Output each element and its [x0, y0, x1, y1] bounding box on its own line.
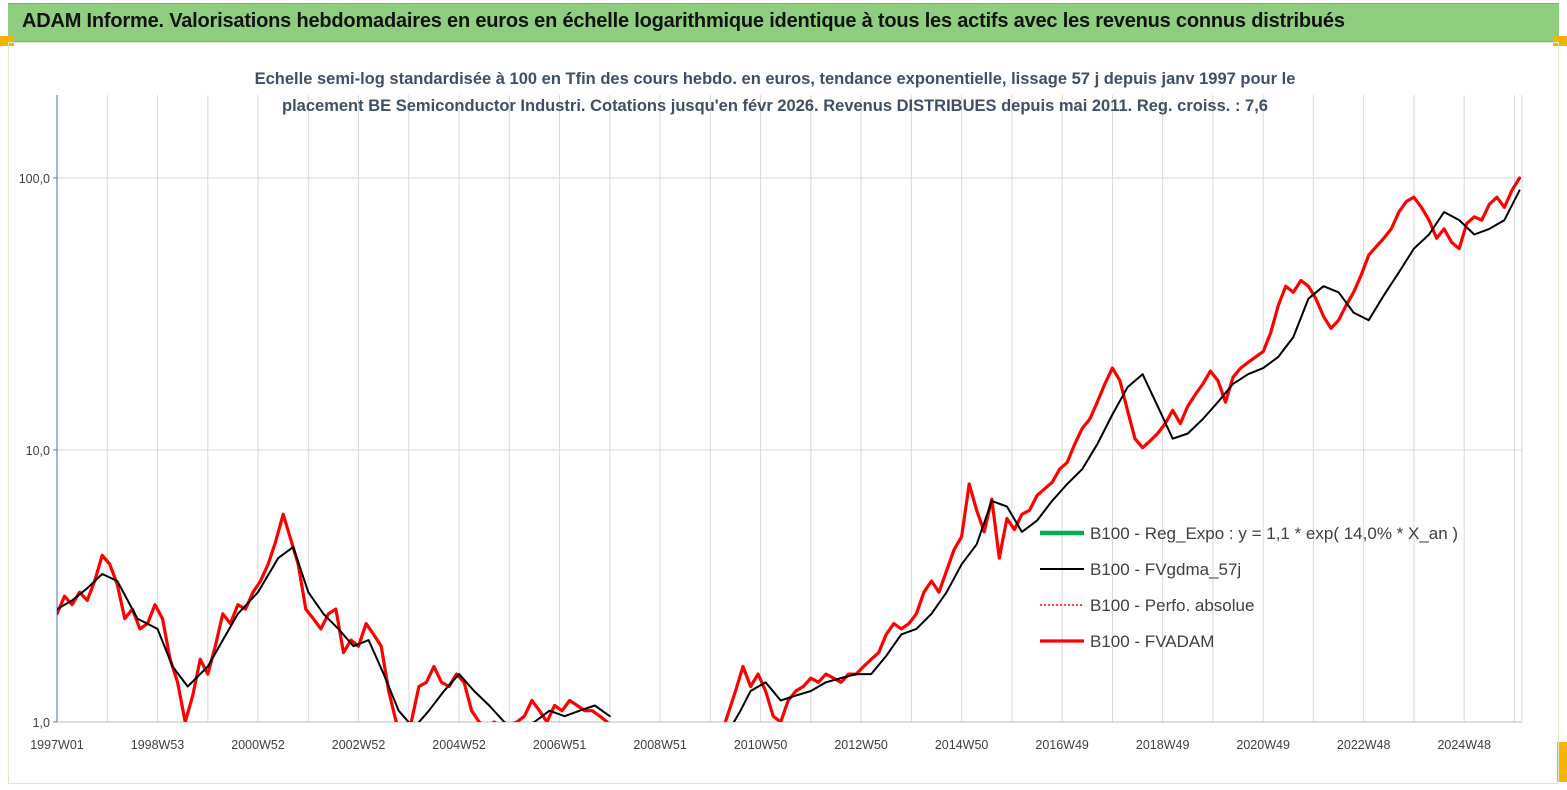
x-tick-label: 2016W49 — [1035, 738, 1089, 752]
corner-marker-top-right — [1553, 36, 1567, 46]
y-tick-labels: 1,0 10,0 100,0 — [19, 172, 57, 730]
x-tick-label: 2024W48 — [1437, 738, 1491, 752]
chart-subtitle-line-1: Echelle semi-log standardisée à 100 en T… — [254, 70, 1296, 88]
x-tick-label: 2010W50 — [734, 738, 788, 752]
x-tick-label: 2014W50 — [935, 738, 989, 752]
x-tick-label: 2020W49 — [1236, 738, 1290, 752]
x-tick-label: 1998W53 — [131, 738, 185, 752]
legend-label: B100 - FVgdma_57j — [1090, 560, 1241, 579]
y-tick-label: 10,0 — [26, 444, 50, 458]
x-tick-labels: 1997W01 1998W53 2000W52 2002W52 2004W52 2006W… — [30, 738, 1491, 752]
corner-marker-top-left — [0, 36, 14, 46]
chart-frame — [8, 42, 1559, 784]
series-line-thick-red — [57, 176, 1522, 722]
series-lines — [57, 176, 1522, 722]
x-tick-label: 2000W52 — [231, 738, 285, 752]
x-tick-label: 2022W48 — [1337, 738, 1391, 752]
report-banner: ADAM Informe. Valorisations hebdomadaire… — [8, 3, 1559, 42]
x-tick-label: 2002W52 — [332, 738, 386, 752]
report-banner-title: ADAM Informe. Valorisations hebdomadaire… — [22, 10, 1345, 32]
legend-label: B100 - Perfo. absolue — [1090, 596, 1254, 615]
legend-label: B100 - FVADAM — [1090, 632, 1214, 651]
y-tick-label: 1,0 — [33, 716, 50, 730]
x-tick-label: 1997W01 — [30, 738, 84, 752]
grid-lines — [57, 95, 1523, 722]
legend: B100 - Reg_Expo : y = 1,1 * exp( 14,0% *… — [1040, 524, 1458, 651]
x-tick-label: 2006W51 — [533, 738, 587, 752]
x-tick-label: 2018W49 — [1136, 738, 1190, 752]
x-tick-label: 2004W52 — [432, 738, 486, 752]
corner-marker-bottom-right — [1557, 742, 1567, 782]
chart-subtitle: Echelle semi-log standardisée à 100 en T… — [150, 66, 1400, 120]
series-line-thin-black — [57, 189, 1521, 722]
legend-label: B100 - Reg_Expo : y = 1,1 * exp( 14,0% *… — [1090, 524, 1458, 543]
x-tick-label: 2008W51 — [633, 738, 687, 752]
y-tick-label: 100,0 — [19, 172, 50, 186]
x-tick-label: 2012W50 — [834, 738, 888, 752]
chart-subtitle-line-2: placement BE Semiconductor Industri. Cot… — [282, 97, 1268, 115]
